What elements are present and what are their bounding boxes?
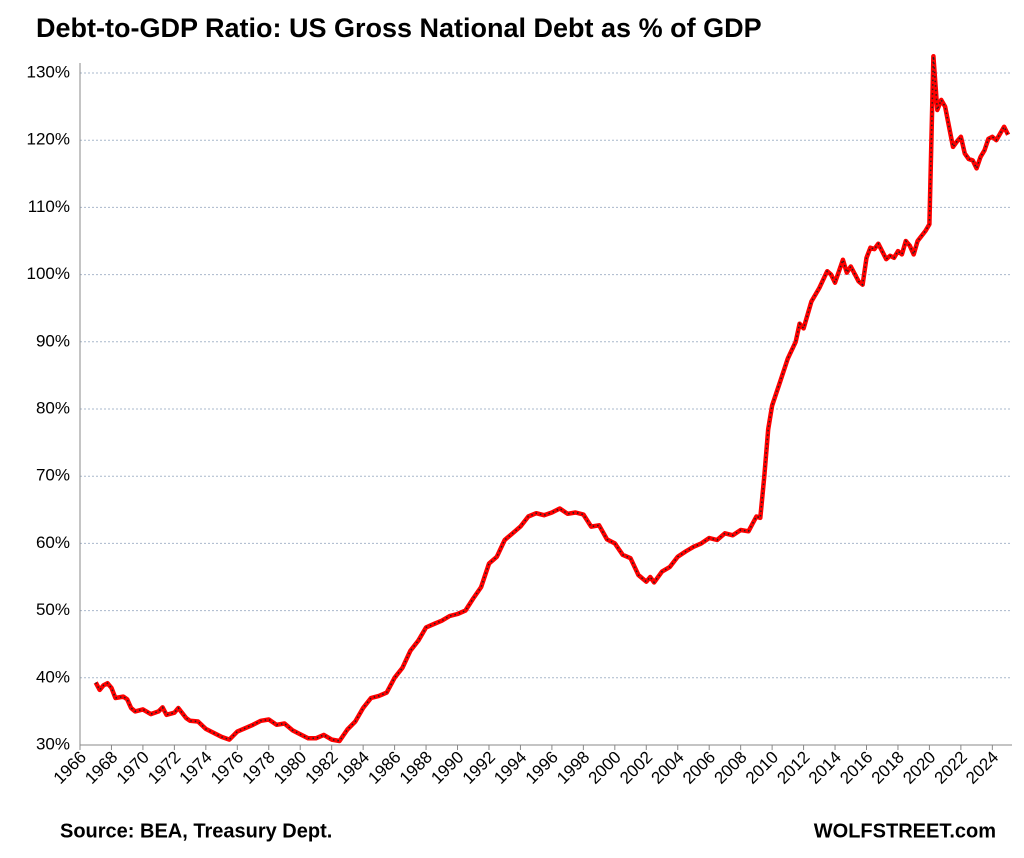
- x-tick-label: 2016: [836, 748, 876, 788]
- y-tick-label: 40%: [36, 667, 70, 686]
- x-tick-label: 2024: [962, 748, 1002, 788]
- x-tick-label: 2000: [585, 748, 625, 788]
- y-tick-label: 100%: [27, 264, 70, 283]
- x-tick-label: 1978: [239, 748, 279, 788]
- y-tick-label: 130%: [27, 62, 70, 81]
- x-tick-label: 1966: [50, 748, 90, 788]
- x-tick-label: 1970: [113, 748, 153, 788]
- x-tick-label: 1986: [364, 748, 404, 788]
- y-tick-label: 70%: [36, 466, 70, 485]
- x-tick-label: 2004: [648, 748, 688, 788]
- x-tick-label: 2010: [742, 748, 782, 788]
- x-tick-label: 1968: [81, 748, 121, 788]
- chart-title: Debt-to-GDP Ratio: US Gross National Deb…: [36, 13, 762, 43]
- y-tick-label: 80%: [36, 398, 70, 417]
- source-note: Source: BEA, Treasury Dept.: [60, 820, 332, 842]
- x-tick-label: 2020: [899, 748, 939, 788]
- y-tick-label: 110%: [28, 197, 70, 216]
- x-tick-label: 2012: [773, 748, 813, 788]
- x-tick-label: 1976: [207, 748, 247, 788]
- x-tick-label: 1982: [301, 748, 341, 788]
- x-tick-label: 2018: [868, 748, 908, 788]
- x-tick-label: 2022: [931, 748, 971, 788]
- x-tick-label: 1984: [333, 748, 373, 788]
- x-tick-label: 1998: [553, 748, 593, 788]
- y-tick-label: 120%: [27, 130, 70, 149]
- x-tick-label: 1980: [270, 748, 310, 788]
- data-line: [93, 53, 1011, 744]
- x-tick-label: 2008: [710, 748, 750, 788]
- x-tick-label: 2002: [616, 748, 656, 788]
- x-tick-label: 1990: [427, 748, 467, 788]
- x-tick-label: 2014: [805, 748, 845, 788]
- y-tick-label: 60%: [36, 533, 70, 552]
- y-tick-label: 90%: [36, 331, 70, 350]
- x-tick-label: 1994: [490, 748, 530, 788]
- x-tick-label: 1996: [522, 748, 562, 788]
- x-tick-label: 2006: [679, 748, 719, 788]
- x-tick-label: 1992: [459, 748, 499, 788]
- y-tick-label: 30%: [36, 734, 70, 753]
- y-tick-label: 50%: [36, 600, 70, 619]
- credit: WOLFSTREET.com: [814, 820, 996, 842]
- line-dots: [95, 56, 1009, 742]
- x-tick-label: 1974: [176, 748, 216, 788]
- x-tick-label: 1972: [144, 748, 184, 788]
- x-tick-label: 1988: [396, 748, 436, 788]
